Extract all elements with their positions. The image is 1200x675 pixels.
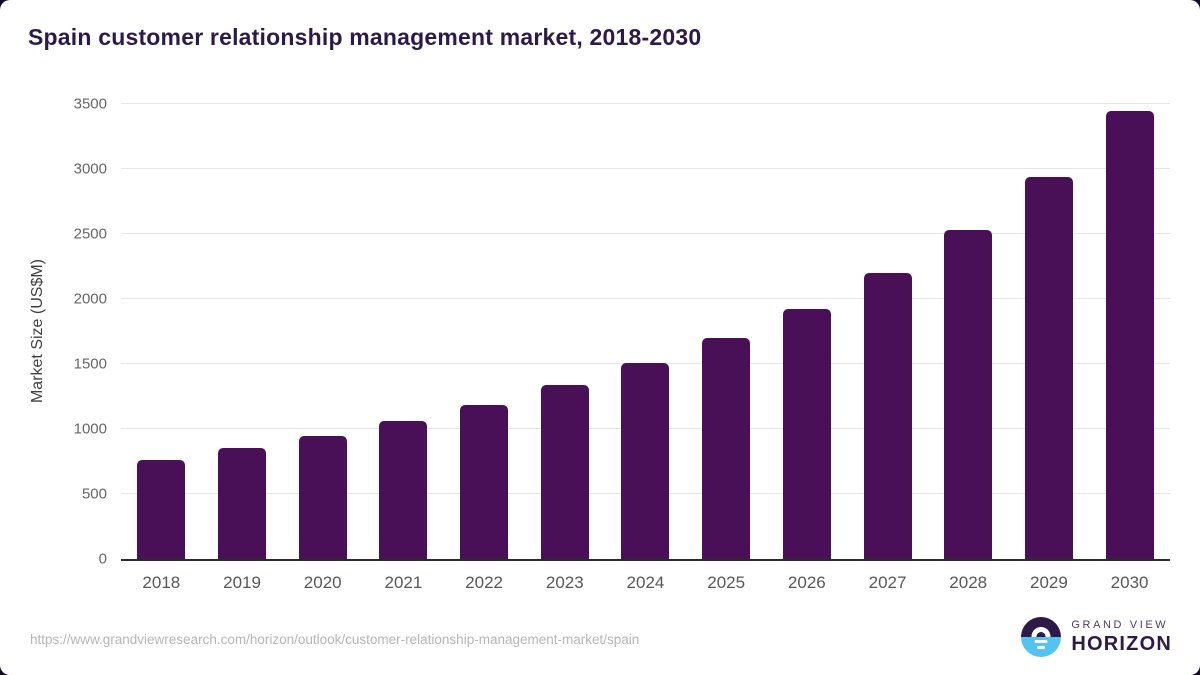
x-tick-label-2022: 2022 (465, 573, 503, 592)
bar-2028 (944, 230, 993, 559)
bar-2018 (137, 460, 186, 559)
bar-slot-2020 (282, 104, 363, 559)
y-tick-label-500: 500 (81, 485, 107, 503)
brand-name-top: GRAND VIEW (1071, 619, 1169, 631)
bar-2026 (782, 309, 831, 559)
bar-slot-2023 (524, 104, 605, 559)
bar-2024 (621, 363, 670, 559)
bar-slot-2019 (202, 104, 283, 559)
x-tick-label-2028: 2028 (949, 573, 988, 592)
y-tick-label-3000: 3000 (73, 160, 107, 178)
x-tick-label-2023: 2023 (545, 573, 584, 592)
y-tick-label-0: 0 (98, 550, 107, 568)
x-tick-label-2030: 2030 (1110, 573, 1149, 592)
brand-logo: GRAND VIEW HORIZON (1021, 617, 1172, 657)
gridline-3000 (121, 168, 1170, 169)
bar-2019 (218, 447, 267, 559)
bar-slot-2030 (1089, 104, 1170, 559)
x-tick-label-2029: 2029 (1029, 573, 1068, 592)
bar-2020 (298, 435, 347, 559)
y-tick-label-2000: 2000 (73, 290, 107, 308)
grand-view-horizon-logo-icon (1021, 617, 1062, 657)
gridline-2500 (121, 233, 1170, 234)
x-tick-label-2026: 2026 (787, 573, 826, 592)
x-tick-labels: 2018 2019 2020 2021 2022 2023 2024 2025 2026 2027… (121, 573, 1170, 593)
x-tick-label-2018: 2018 (142, 573, 181, 592)
bar-2023 (540, 385, 589, 559)
bar-2025 (702, 338, 751, 559)
x-tick-label-2027: 2027 (868, 573, 907, 592)
bar-slot-2024 (605, 104, 686, 559)
y-tick-label-1000: 1000 (73, 420, 107, 438)
plot-area: 0 500 1000 1500 2000 2500 3000 3500 (74, 96, 1170, 568)
x-tick-label-2020: 2020 (303, 573, 342, 592)
bar-2021 (379, 421, 428, 559)
brand-name-bottom: HORIZON (1071, 633, 1172, 655)
gridline-2000 (121, 298, 1170, 299)
x-tick-label-2021: 2021 (384, 573, 423, 592)
x-tick-label-2025: 2025 (707, 573, 746, 592)
gridline-3500 (121, 103, 1170, 104)
source-url: https://www.grandviewresearch.com/horizo… (30, 632, 640, 647)
bar-slot-2025 (686, 104, 767, 559)
reflection-dash-icon (1037, 646, 1046, 649)
bar-2027 (863, 273, 912, 559)
bar-slot-2022 (444, 104, 525, 559)
bar-2029 (1024, 176, 1073, 559)
sunrise-arch-icon (1031, 627, 1051, 637)
bars-container (121, 104, 1170, 559)
bar-slot-2018 (121, 104, 202, 559)
chart-title: Spain customer relationship management m… (28, 24, 702, 50)
bar-2022 (460, 404, 509, 559)
bar-2030 (1105, 110, 1154, 559)
y-axis-title: Market Size (US$M) (29, 258, 46, 404)
y-tick-label-3500: 3500 (73, 95, 107, 113)
bar-slot-2027 (847, 104, 928, 559)
bar-slot-2029 (1009, 104, 1090, 559)
x-tick-label-2024: 2024 (626, 573, 665, 592)
y-tick-label-2500: 2500 (73, 225, 107, 243)
bar-slot-2026 (767, 104, 848, 559)
reflection-dash-icon (1034, 640, 1048, 643)
bar-slot-2028 (928, 104, 1009, 559)
y-tick-label-1500: 1500 (73, 355, 107, 373)
brand-text: GRAND VIEW HORIZON (1071, 619, 1172, 655)
x-tick-label-2019: 2019 (223, 573, 261, 592)
bar-slot-2021 (363, 104, 444, 559)
